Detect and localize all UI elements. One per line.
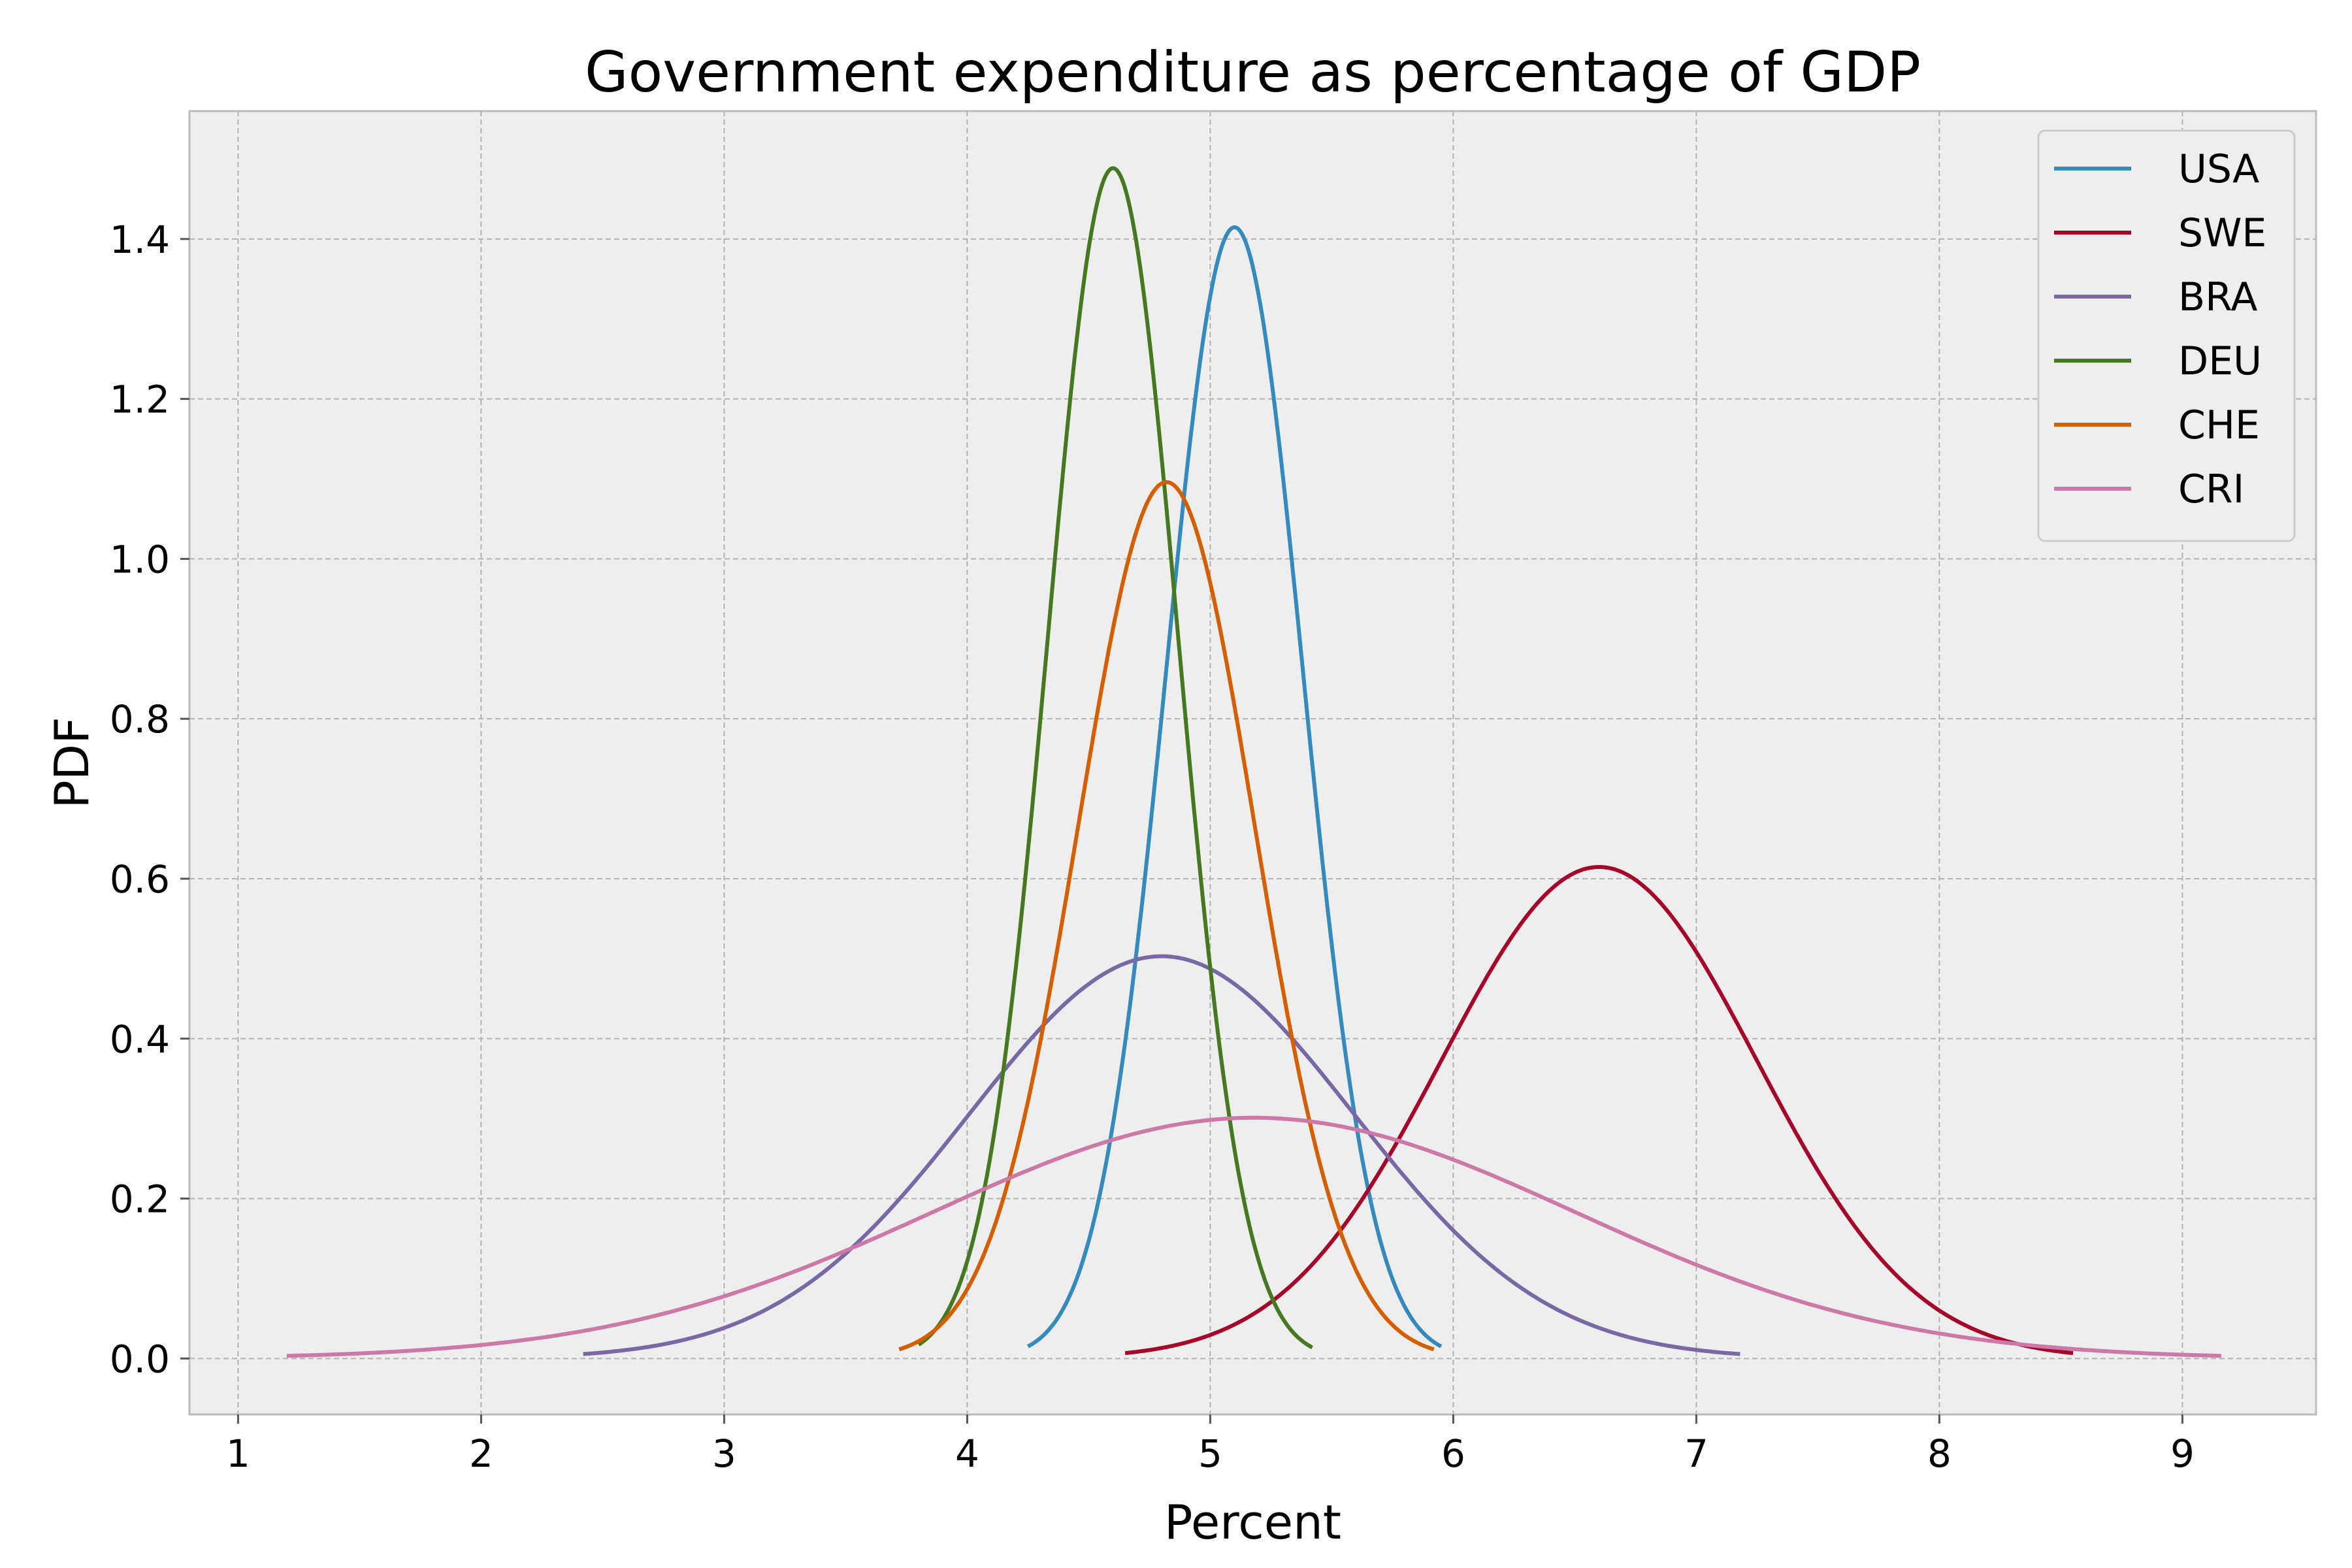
legend-label-swe: SWE bbox=[2178, 210, 2266, 256]
series-line-cri bbox=[286, 1115, 2221, 1358]
legend-label-usa: USA bbox=[2178, 146, 2259, 192]
x-axis-ticks: 1 2 3 4 5 6 7 8 9 bbox=[226, 1414, 2195, 1476]
series-line-che bbox=[898, 480, 1435, 1352]
y-axis-ticks: 0.0 0.2 0.4 0.6 0.8 1.0 1.2 1.4 bbox=[110, 218, 189, 1381]
x-axis-label: Percent bbox=[1164, 1495, 1341, 1550]
legend: USA SWE BRA DEU CHE CRI bbox=[2037, 129, 2296, 542]
y-tick-label: 0.6 bbox=[110, 857, 170, 902]
series-line-swe bbox=[1124, 865, 2074, 1356]
legend-label-che: CHE bbox=[2178, 402, 2260, 448]
legend-box bbox=[2037, 129, 2296, 542]
x-tick-label: 2 bbox=[469, 1431, 493, 1476]
series-line-bra bbox=[583, 954, 1740, 1356]
x-tick-label: 8 bbox=[1927, 1431, 1952, 1476]
y-tick-label: 0.8 bbox=[110, 697, 170, 742]
x-tick-label: 7 bbox=[1684, 1431, 1708, 1476]
y-tick-label: 0.2 bbox=[110, 1177, 170, 1222]
x-tick-label: 1 bbox=[226, 1431, 250, 1476]
x-tick-label: 5 bbox=[1198, 1431, 1222, 1476]
series-line-usa bbox=[1026, 225, 1443, 1348]
legend-label-deu: DEU bbox=[2178, 338, 2262, 384]
y-tick-label: 1.2 bbox=[110, 378, 170, 422]
legend-label-bra: BRA bbox=[2178, 274, 2257, 320]
series-layer bbox=[286, 166, 2221, 1358]
chart-title: Government expenditure as percentage of … bbox=[585, 40, 1921, 105]
y-tick-label: 1.4 bbox=[110, 218, 170, 262]
x-tick-label: 9 bbox=[2170, 1431, 2195, 1476]
x-tick-label: 4 bbox=[955, 1431, 979, 1476]
plot-area bbox=[188, 110, 2317, 1416]
y-axis-label: PDF bbox=[44, 717, 99, 808]
y-tick-label: 1.0 bbox=[110, 537, 170, 581]
x-tick-label: 6 bbox=[1441, 1431, 1465, 1476]
legend-label-cri: CRI bbox=[2178, 466, 2244, 512]
y-tick-label: 0.0 bbox=[110, 1337, 170, 1381]
y-tick-label: 0.4 bbox=[110, 1017, 170, 1062]
grid-lines bbox=[189, 111, 2316, 1414]
x-tick-label: 3 bbox=[712, 1431, 736, 1476]
